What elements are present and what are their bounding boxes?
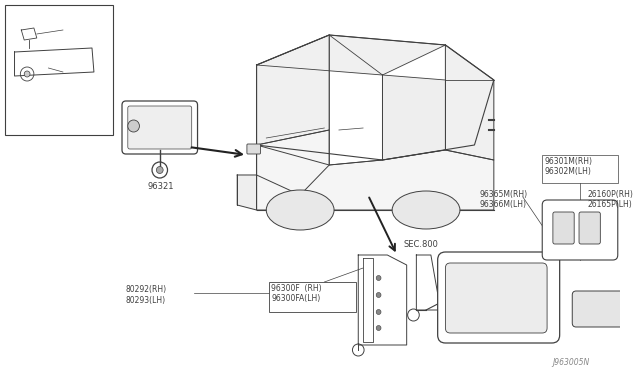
Polygon shape [383, 75, 445, 160]
Polygon shape [21, 28, 36, 40]
Circle shape [376, 276, 381, 280]
Ellipse shape [392, 191, 460, 229]
Polygon shape [237, 175, 257, 210]
Text: 80292(RH): 80292(RH) [126, 285, 167, 294]
Polygon shape [257, 35, 445, 75]
Text: 96321: 96321 [66, 68, 90, 77]
Polygon shape [257, 35, 329, 145]
FancyBboxPatch shape [445, 263, 547, 333]
Circle shape [376, 292, 381, 298]
Text: 96321: 96321 [147, 182, 173, 191]
FancyBboxPatch shape [572, 291, 627, 327]
Text: 96365M(RH): 96365M(RH) [479, 190, 527, 199]
Text: 26165P(LH): 26165P(LH) [588, 200, 632, 209]
Text: 96302M(LH): 96302M(LH) [544, 167, 591, 176]
Bar [542, 155, 618, 183]
Polygon shape [257, 130, 329, 195]
Text: J963005N: J963005N [552, 358, 589, 367]
Polygon shape [15, 48, 94, 76]
Text: SEC.800: SEC.800 [404, 240, 438, 249]
Circle shape [376, 310, 381, 314]
FancyBboxPatch shape [438, 252, 559, 343]
Polygon shape [257, 145, 494, 210]
Text: 96366M(LH): 96366M(LH) [479, 200, 526, 209]
Text: AUTO: AUTO [11, 11, 36, 20]
FancyBboxPatch shape [579, 212, 600, 244]
Bar [5, 5, 113, 135]
Text: 26160P(RH): 26160P(RH) [588, 190, 634, 199]
Text: 96328: 96328 [66, 26, 90, 35]
Text: 96300FA(LH): 96300FA(LH) [271, 294, 321, 303]
Circle shape [128, 120, 140, 132]
Ellipse shape [266, 190, 334, 230]
FancyBboxPatch shape [128, 106, 192, 149]
Text: 80293(LH): 80293(LH) [126, 296, 166, 305]
FancyBboxPatch shape [542, 200, 618, 260]
Circle shape [376, 326, 381, 330]
Text: 96301M(RH): 96301M(RH) [544, 157, 592, 166]
Circle shape [156, 167, 163, 173]
Text: 96300F  (RH): 96300F (RH) [271, 284, 322, 293]
FancyBboxPatch shape [247, 144, 260, 154]
Circle shape [24, 71, 30, 77]
FancyBboxPatch shape [122, 101, 198, 154]
Polygon shape [445, 45, 494, 160]
Bar [269, 282, 356, 312]
FancyBboxPatch shape [553, 212, 574, 244]
